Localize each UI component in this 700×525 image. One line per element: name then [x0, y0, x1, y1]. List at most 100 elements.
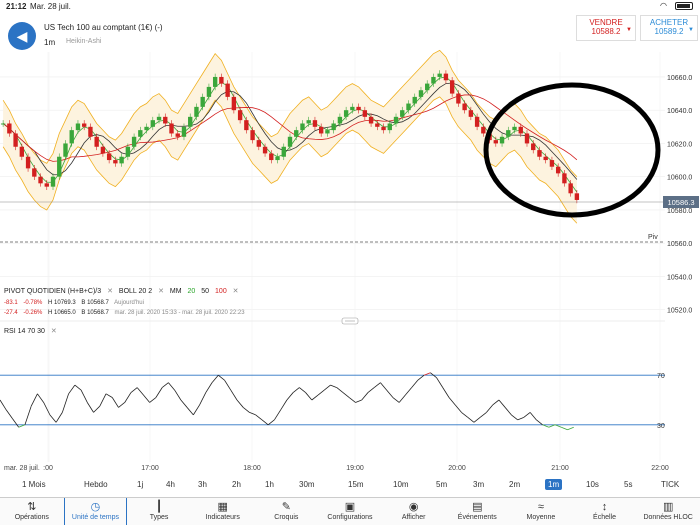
timeframe-1j[interactable]: 1j	[137, 480, 144, 489]
rsi-segment	[205, 382, 213, 393]
timeframe-5m[interactable]: 5m	[436, 480, 448, 489]
timeframe-4h[interactable]: 4h	[166, 480, 175, 489]
battery-icon	[675, 2, 693, 10]
toolbar-label: Types	[149, 514, 169, 521]
timeframe-2m[interactable]: 2m	[509, 480, 521, 489]
candle-body	[50, 176, 56, 187]
candle-body	[57, 156, 62, 177]
rsi-segment	[136, 387, 144, 396]
rsi-segment	[324, 384, 331, 391]
rsi-segment	[436, 377, 444, 388]
candle-body	[163, 116, 168, 124]
rsi-segment	[111, 397, 119, 408]
rsi-segment	[199, 392, 207, 406]
rsi-segment	[261, 419, 269, 426]
change-value: -83.1	[4, 300, 18, 306]
rsi-segment	[93, 405, 101, 413]
toolbar-moyenne[interactable]: ≈ Moyenne	[509, 498, 573, 525]
candle-body	[231, 96, 237, 111]
timeframe-hebdo[interactable]: Hebdo	[84, 480, 108, 489]
rsi-segment	[305, 392, 313, 401]
toolbar-configurations[interactable]: ▣ Configurations	[318, 498, 382, 525]
toolbar-label: Moyenne	[526, 514, 556, 521]
toolbar-indicateurs[interactable]: ▦ Indicateurs	[191, 498, 255, 525]
close-icon[interactable]: ✕	[232, 288, 239, 295]
toolbar-croquis[interactable]: ✎ Croquis	[255, 498, 319, 525]
price-chart[interactable]: 10660.0 10640.0 10620.0 10600.0 10580.0 10560…	[0, 0, 700, 477]
rsi-segment	[454, 404, 462, 413]
candle-body	[443, 73, 449, 81]
time-tick-label: :00	[43, 465, 53, 472]
pivot-indicator-label[interactable]: PIVOT QUOTIDIEN (H+B+C)/3	[4, 288, 102, 295]
timeframe-1-mois[interactable]: 1 Mois	[22, 480, 46, 489]
mm-indicator-label[interactable]: MM	[169, 288, 182, 295]
candle-body	[225, 83, 230, 97]
sell-button[interactable]: VENDRE 10588.2 ▼	[576, 15, 636, 41]
boll-indicator-label[interactable]: BOLL 20 2	[118, 288, 153, 295]
timeframe-label: 1m	[44, 38, 56, 47]
timeframe-3h[interactable]: 3h	[198, 480, 207, 489]
rsi-segment	[124, 392, 132, 403]
toolbar-types[interactable]: ┃ Types	[127, 498, 191, 525]
candle-body	[468, 110, 474, 117]
candle-body	[375, 123, 380, 127]
candle-body	[337, 116, 343, 124]
close-icon[interactable]: ✕	[107, 288, 113, 295]
close-icon[interactable]: ✕	[158, 288, 164, 295]
toolbar-label: Configurations	[327, 514, 373, 521]
change-percent: -0.78%	[23, 300, 43, 306]
timeframe-tick[interactable]: TICK	[661, 480, 680, 489]
rsi-segment	[192, 404, 200, 416]
rsi-segment	[0, 399, 7, 411]
timeframe-10m[interactable]: 10m	[393, 480, 409, 489]
period-label: Aujourd'hui	[114, 300, 144, 306]
timeframe-1h[interactable]: 1h	[265, 480, 274, 489]
toolbar-label: Unité de temps	[71, 514, 119, 521]
rsi-indicator-label[interactable]: RSI 14 70 30	[4, 328, 45, 335]
candle-body	[531, 143, 536, 151]
rsi-level-label: 70	[657, 373, 665, 380]
rsi-segment	[37, 393, 44, 403]
timeframe-3m[interactable]: 3m	[473, 480, 485, 489]
rsi-segment	[504, 407, 512, 416]
back-button[interactable]: ◀	[8, 22, 36, 50]
timeframe-1m[interactable]: 1m	[545, 479, 563, 490]
buy-button[interactable]: ACHETER 10589.2 ▼	[640, 15, 698, 41]
toolbar-label: Données HLOC	[643, 514, 693, 521]
toolbar-afficher[interactable]: ◉ Afficher	[382, 498, 446, 525]
annotation-ellipse[interactable]	[483, 82, 661, 218]
toolbar-événements[interactable]: ▤ Événements	[445, 498, 509, 525]
candle-body	[212, 76, 218, 87]
toolbar-échelle[interactable]: ↕ Échelle	[573, 498, 637, 525]
rsi-segment	[86, 402, 94, 413]
rsi-segment	[174, 389, 182, 401]
moving-average-line	[2, 94, 578, 162]
candle-body	[306, 120, 311, 124]
candle-body	[319, 126, 324, 134]
timeframe-15m[interactable]: 15m	[348, 480, 364, 489]
toolbar-opérations[interactable]: ⇅ Opérations	[0, 498, 64, 525]
rsi-segment	[236, 399, 244, 408]
low-value: B 10568.7	[81, 310, 109, 316]
candle-body	[387, 123, 392, 131]
timeframe-2h[interactable]: 2h	[232, 480, 241, 489]
rsi-segment	[143, 394, 150, 403]
toolbar-données-hloc[interactable]: ▥ Données HLOC	[636, 498, 700, 525]
rsi-level-label: 30	[657, 423, 665, 430]
rsi-segment	[498, 399, 506, 408]
candle-body	[294, 130, 299, 137]
timeframe-5s[interactable]: 5s	[624, 480, 633, 489]
rsi-segment	[479, 412, 487, 418]
timeframe-10s[interactable]: 10s	[586, 480, 599, 489]
close-icon[interactable]: ✕	[50, 328, 57, 335]
candle-body	[44, 183, 49, 187]
candle-body	[393, 116, 399, 124]
toolbar-unité-de-temps[interactable]: ◷ Unité de temps	[63, 498, 128, 525]
candle-body	[425, 83, 430, 91]
time-tick-label: 20:00	[448, 465, 466, 472]
timeframe-30m[interactable]: 30m	[299, 480, 315, 489]
indicators-icon: ▦	[217, 501, 228, 513]
candle-body	[368, 116, 374, 124]
rsi-segment	[330, 384, 337, 388]
price-tick-label: 10620.0	[667, 141, 692, 148]
